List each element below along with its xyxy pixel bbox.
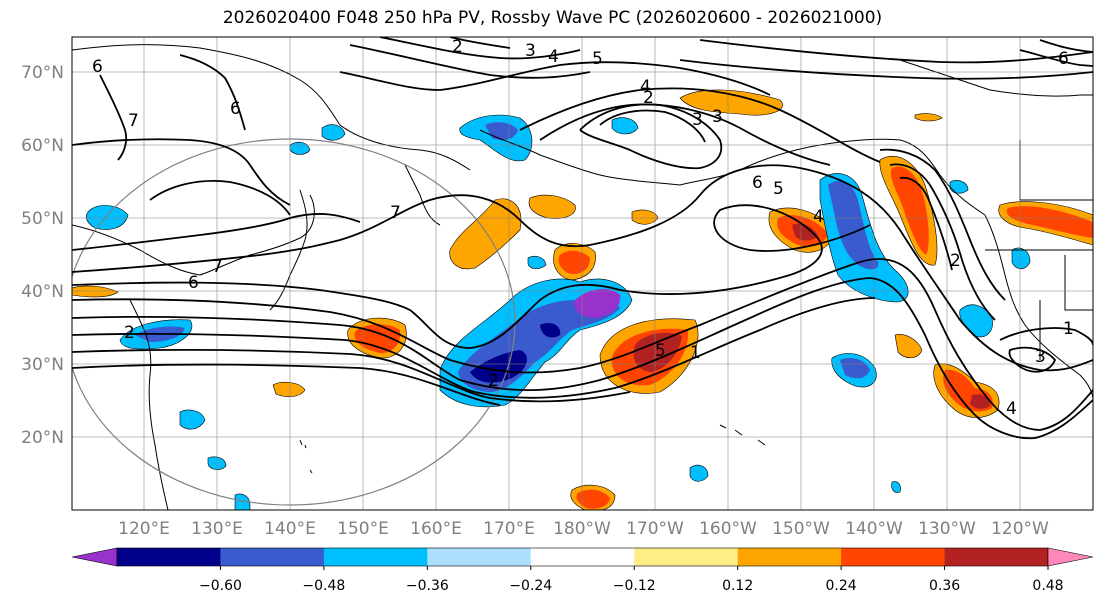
longitude-labels: 120°E 130°E 140°E 150°E 160°E 170°E 180°… — [118, 519, 1049, 539]
colorbar-extend-high — [1047, 547, 1094, 567]
lat-label: 20°N — [21, 428, 64, 448]
lon-label: 180°W — [553, 519, 611, 539]
map-frame — [71, 36, 1094, 511]
latitude-labels: 70°N 60°N 50°N 40°N 30°N 20°N — [21, 63, 64, 448]
contour-label: 1 — [690, 343, 701, 363]
contour-labels: 2 3 4 5 6 6 7 7 6 5 4 3 2 1 3 4 2 2 6 7 … — [92, 37, 1074, 419]
contour-label: 4 — [640, 77, 651, 97]
colorbar-bin — [427, 548, 532, 566]
colorbar-tick-label: 0.48 — [1032, 578, 1063, 594]
contour-label: 2 — [452, 37, 463, 57]
contour-label: 2 — [488, 371, 499, 391]
lon-label: 130°W — [918, 519, 976, 539]
lat-label: 70°N — [21, 63, 64, 83]
contour-label: 5 — [592, 49, 603, 69]
lon-label: 170°W — [626, 519, 684, 539]
lat-label: 50°N — [21, 209, 64, 229]
colorbar-bin — [634, 548, 739, 566]
contour-label: 7 — [390, 203, 401, 223]
map-area: 2 3 4 5 6 6 7 7 6 5 4 3 2 1 3 4 2 2 6 7 … — [72, 37, 1093, 510]
contour-label: 6 — [92, 57, 103, 77]
contour-label: 6 — [752, 173, 763, 193]
contour-label: 7 — [212, 257, 223, 277]
colorbar-tick-label: −0.24 — [509, 578, 552, 594]
contour-label: 1 — [1063, 319, 1074, 339]
contour-label: 3 — [692, 110, 703, 130]
colorbar-bin — [944, 548, 1049, 566]
contour-label: 6 — [1058, 49, 1069, 69]
contour-label: 6 — [188, 273, 199, 293]
contour-label: 2 — [124, 323, 135, 343]
contour-label: 4 — [813, 207, 824, 227]
colorbar-bin — [220, 548, 325, 566]
colorbar-bin — [841, 548, 946, 566]
colorbar-bin — [323, 548, 428, 566]
lon-label: 120°W — [991, 519, 1049, 539]
colorbar: −0.60 −0.48 −0.36 −0.24 −0.12 0.12 0.24 0.36 0.4… — [71, 547, 1094, 594]
colorbar-tick-label: −0.48 — [302, 578, 345, 594]
colorbar-tick-label: −0.12 — [613, 578, 656, 594]
lat-label: 30°N — [21, 355, 64, 375]
colorbar-tick-label: 0.24 — [826, 578, 857, 594]
contour-label: 3 — [1035, 347, 1046, 367]
pv-contours — [72, 37, 1093, 440]
lon-label: 160°E — [410, 519, 462, 539]
lon-label: 140°E — [264, 519, 316, 539]
lon-label: 120°E — [118, 519, 170, 539]
coastlines — [72, 44, 1093, 510]
contour-label: 3 — [525, 41, 536, 61]
lon-label: 170°E — [483, 519, 535, 539]
contour-label: 4 — [1006, 399, 1017, 419]
chart-title: 2026020400 F048 250 hPa PV, Rossby Wave … — [222, 8, 883, 28]
contour-label: 5 — [655, 341, 666, 361]
contour-label: 5 — [773, 179, 784, 199]
colorbar-tick-label: −0.36 — [406, 578, 449, 594]
lon-label: 130°E — [191, 519, 243, 539]
contour-label: 4 — [548, 47, 559, 67]
lon-label: 160°W — [699, 519, 757, 539]
colorbar-tick-label: 0.12 — [722, 578, 753, 594]
colorbar-ticks: −0.60 −0.48 −0.36 −0.24 −0.12 0.12 0.24 0.36 0.4… — [199, 566, 1064, 594]
contour-label: 2 — [950, 251, 961, 271]
lon-label: 150°E — [337, 519, 389, 539]
lat-label: 60°N — [21, 136, 64, 156]
lon-label: 150°W — [772, 519, 830, 539]
colorbar-bin — [737, 548, 842, 566]
colorbar-bins — [116, 547, 1049, 567]
great-circle — [72, 138, 516, 506]
contour-label: 2 — [643, 88, 654, 108]
contour-label: 7 — [128, 111, 139, 131]
colorbar-bin — [530, 548, 635, 566]
contour-label: 6 — [230, 99, 241, 119]
colorbar-extend-low — [71, 547, 118, 567]
colorbar-tick-label: −0.60 — [199, 578, 242, 594]
lat-label: 40°N — [21, 282, 64, 302]
lon-label: 140°W — [845, 519, 903, 539]
colorbar-tick-label: 0.36 — [929, 578, 960, 594]
contour-label: 3 — [712, 107, 723, 127]
colorbar-bin — [117, 548, 221, 566]
pv-anomaly-fills — [72, 89, 1093, 510]
